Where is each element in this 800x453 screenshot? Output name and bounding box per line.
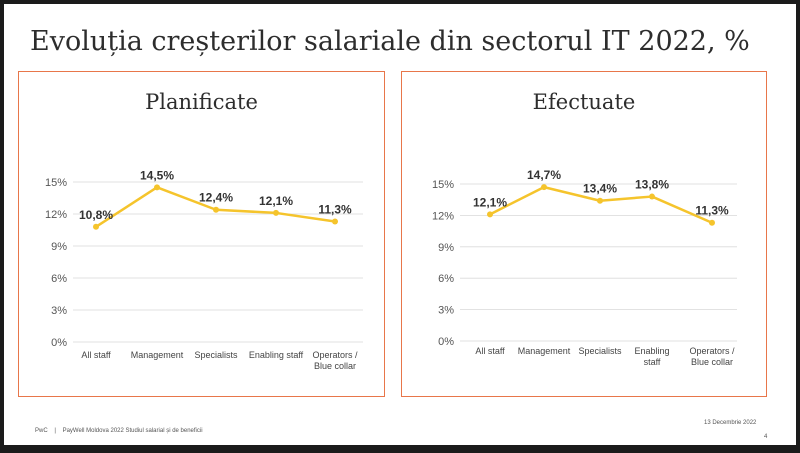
data-label: 13,4% (583, 182, 617, 196)
x-tick-label: Enabling staff (249, 350, 304, 360)
chart-panel-actual: Efectuate 0% 3% 6% 9% 12% 15% 12,1% All staff 14… (401, 71, 767, 397)
footer-source: PwC | PayWell Moldova 2022 Studiul salar… (35, 428, 203, 434)
data-label: 12,1% (259, 194, 293, 208)
chart-title-planned: Planificate (145, 90, 258, 114)
x-tick-label: Management (518, 346, 571, 356)
data-label: 14,5% (140, 168, 174, 182)
data-label: 14,7% (527, 168, 561, 182)
footer-separator: | (54, 428, 56, 434)
data-label: 12,1% (473, 195, 507, 209)
y-tick-label: 6% (51, 273, 67, 285)
slide-title: Evoluția creșterilor salariale din secto… (30, 26, 750, 57)
x-tick-label: Enabling (634, 346, 669, 356)
data-point (154, 184, 160, 191)
slide: Evoluția creșterilor salariale din secto… (4, 4, 796, 445)
y-tick-label: 9% (438, 242, 454, 254)
data-point (487, 211, 493, 218)
data-point (709, 219, 715, 226)
chart-planned: 0% 3% 6% 9% 12% 15% 10,8% All staff 14,5% Managem… (45, 168, 363, 371)
y-tick-label: 3% (438, 305, 454, 317)
x-tick-label: Blue collar (314, 361, 356, 371)
data-point (597, 197, 603, 204)
footer-date: 13 Decembrie 2022 (704, 420, 757, 426)
y-tick-label: 15% (45, 177, 67, 189)
y-tick-label: 0% (438, 336, 454, 348)
data-point (649, 193, 655, 200)
y-tick-label: 9% (51, 241, 67, 253)
y-tick-label: 3% (51, 305, 67, 317)
x-tick-label: All staff (81, 350, 111, 360)
x-tick-label: Specialists (578, 346, 622, 356)
data-label: 13,8% (635, 178, 669, 192)
data-label: 11,3% (695, 204, 729, 218)
x-tick-label: staff (644, 357, 661, 367)
y-tick-label: 12% (432, 210, 454, 222)
data-label: 12,4% (199, 191, 233, 205)
footer-page-number: 4 (764, 434, 768, 440)
y-tick-label: 12% (45, 209, 67, 221)
x-tick-label: Specialists (194, 350, 238, 360)
y-tick-label: 6% (438, 273, 454, 285)
data-point (273, 209, 279, 216)
data-point (332, 218, 338, 225)
x-tick-label: Operators / (689, 346, 735, 356)
data-point (93, 223, 99, 230)
x-tick-label: Blue collar (691, 357, 733, 367)
footer-brand: PwC (35, 428, 48, 434)
x-tick-label: Management (131, 350, 184, 360)
data-label: 10,8% (79, 208, 113, 222)
data-label: 11,3% (318, 202, 352, 216)
data-point (541, 184, 547, 191)
x-tick-label: All staff (475, 346, 505, 356)
x-tick-label: Operators / (312, 350, 358, 360)
chart-title-actual: Efectuate (532, 90, 636, 114)
footer-source-text: PayWell Moldova 2022 Studiul salarial și… (62, 428, 203, 434)
chart-actual: 0% 3% 6% 9% 12% 15% 12,1% All staff 14,7% Managem… (432, 168, 737, 367)
y-tick-label: 15% (432, 179, 454, 191)
chart-panel-planned: Planificate 0% 3% 6% 9% 12% 15% 10,8% All staff… (18, 71, 385, 397)
data-point (213, 206, 219, 213)
y-tick-label: 0% (51, 337, 67, 349)
